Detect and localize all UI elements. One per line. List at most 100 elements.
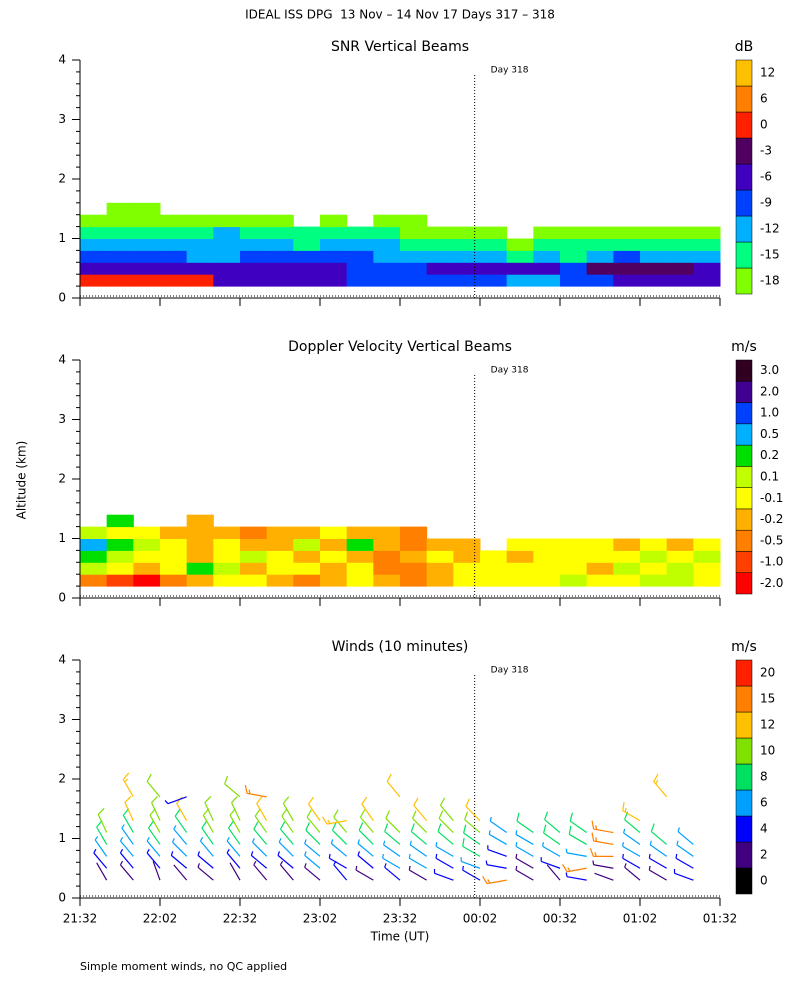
colorbar-band <box>735 763 753 791</box>
heat-cell <box>266 274 294 287</box>
heat-cell <box>266 562 294 575</box>
wind-barb <box>171 838 188 857</box>
heat-cell <box>240 538 268 551</box>
heat-cell <box>320 550 348 563</box>
heat-cell <box>640 226 668 239</box>
heat-cell <box>160 214 188 228</box>
wind-barb <box>437 823 454 845</box>
wind-barb <box>562 864 587 873</box>
heat-cell <box>586 574 614 587</box>
colorbar-band <box>735 841 753 869</box>
heat-cell <box>80 538 108 551</box>
wind-barb <box>253 860 268 881</box>
wind-barb <box>254 808 268 833</box>
wind-barb <box>383 840 401 857</box>
heat-cell <box>453 226 481 239</box>
heat-cell <box>400 562 428 575</box>
footnote: Simple moment winds, no QC applied <box>80 960 287 973</box>
y-tick-label: 3 <box>58 112 66 126</box>
heat-cell <box>133 526 161 539</box>
wind-barb <box>650 823 668 845</box>
heat-cell <box>453 550 481 563</box>
wind-barb <box>676 840 694 857</box>
heat-cell <box>106 574 134 587</box>
heat-cell <box>160 226 188 239</box>
wind-barb <box>384 863 401 881</box>
heat-cell <box>373 214 401 228</box>
heat-cell <box>560 250 588 263</box>
wind-barb <box>250 851 268 869</box>
wind-barb <box>170 851 188 869</box>
heat-cell <box>693 238 721 251</box>
colorbar-label: -15 <box>760 248 780 262</box>
wind-barb <box>282 796 294 821</box>
heat-cell <box>640 238 668 251</box>
heat-cell <box>666 550 694 563</box>
heat-cell <box>533 574 561 587</box>
wind-barb <box>251 838 268 857</box>
wind-barb <box>543 824 561 845</box>
heat-cell <box>293 226 321 239</box>
wind-barb <box>281 808 294 833</box>
heat-cell <box>560 274 588 287</box>
heat-cell <box>80 526 108 539</box>
colorbar-unit: m/s <box>731 339 757 355</box>
heat-cell <box>480 562 508 575</box>
wind-barb <box>565 872 587 881</box>
colorbar-label: 8 <box>760 770 768 784</box>
heat-cell <box>666 226 694 239</box>
heat-cell <box>586 262 614 275</box>
wind-barb <box>435 842 454 857</box>
heat-cell <box>133 550 161 563</box>
heat-cell <box>373 550 401 563</box>
heat-cell <box>426 238 454 251</box>
heat-cell <box>266 526 294 539</box>
wind-barb <box>515 842 534 857</box>
heat-cell <box>373 574 401 587</box>
heat-cell <box>506 538 534 551</box>
wind-barb <box>152 861 161 881</box>
heat-cell <box>266 238 294 251</box>
heat-cell <box>400 550 428 563</box>
heat-cell <box>480 574 508 587</box>
heat-cell <box>293 574 321 587</box>
wind-barb <box>204 796 214 821</box>
colorbar-band <box>735 789 753 817</box>
wind-barb <box>673 869 694 881</box>
heat-cell <box>613 274 641 287</box>
heat-cell <box>453 538 481 551</box>
heat-cell <box>586 250 614 263</box>
colorbar-label: -1.0 <box>760 555 783 569</box>
colorbar-band <box>735 444 753 467</box>
wind-barb <box>515 865 534 881</box>
x-tick-label: 23:32 <box>383 912 418 926</box>
heat-cell <box>426 550 454 563</box>
colorbar-label: 0.5 <box>760 427 779 441</box>
heat-cell <box>506 574 534 587</box>
colorbar-label: -9 <box>760 196 772 210</box>
wind-barb <box>173 864 188 881</box>
heat-cell <box>373 526 401 539</box>
heat-cell <box>453 262 481 275</box>
wind-barb <box>435 853 454 869</box>
heat-cell <box>80 562 108 575</box>
wind-barb <box>460 857 481 869</box>
colorbar-band <box>735 111 753 139</box>
wind-barb <box>121 824 134 845</box>
wind-barb <box>304 839 321 857</box>
heat-cell <box>613 574 641 587</box>
heat-cell <box>613 562 641 575</box>
heat-cell <box>560 538 588 551</box>
wind-barb <box>253 821 268 845</box>
heat-cell <box>213 550 241 563</box>
heat-cell <box>346 550 374 563</box>
wind-barb <box>624 863 641 881</box>
heat-cell <box>586 538 614 551</box>
heat-cell <box>533 562 561 575</box>
heat-cell <box>533 550 561 563</box>
heat-cell <box>133 562 161 575</box>
colorbar-label: 0 <box>760 118 768 132</box>
wind-barb <box>384 823 401 845</box>
x-tick-label: 21:32 <box>63 912 98 926</box>
heat-cell <box>160 262 188 275</box>
